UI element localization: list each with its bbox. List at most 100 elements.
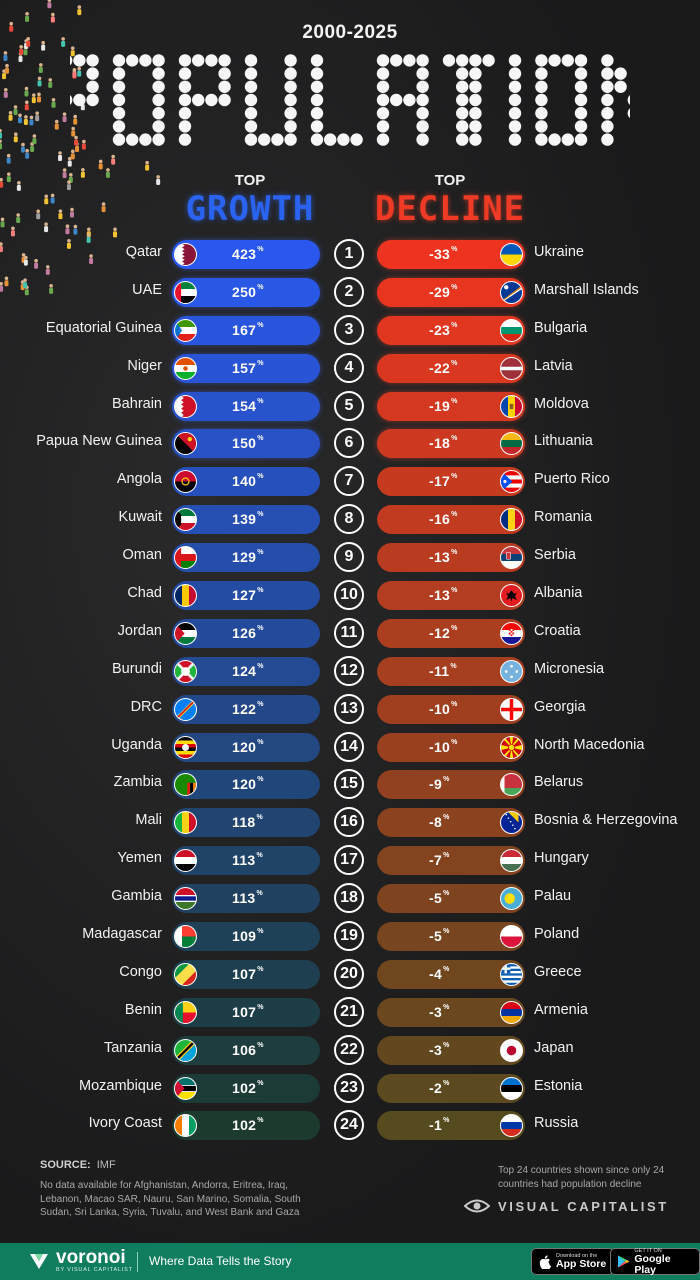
growth-value-label: 129% (232, 549, 264, 566)
crowd-person (25, 12, 30, 22)
decline-value-label: -23% (429, 321, 458, 338)
decline-value-label: -33% (429, 246, 458, 262)
north-macedonia-flag-icon (500, 735, 523, 759)
growth-value-label: 167% (232, 321, 264, 338)
bulgaria-flag-icon (500, 318, 523, 342)
rank-badge: 6 (334, 428, 364, 459)
crowd-person (70, 149, 75, 160)
growth-bar: 139% (172, 505, 320, 535)
growth-country-label: Papua New Guinea (36, 433, 162, 450)
crowd-person (72, 67, 77, 78)
rank-badge: 3 (334, 314, 364, 345)
crowd-person (70, 46, 75, 57)
visual-capitalist-icon (464, 1199, 490, 1213)
crowd-person (145, 160, 150, 171)
decline-country-label: Lithuania (534, 433, 593, 450)
decline-bar: -11% (377, 656, 525, 686)
crowd-person (86, 233, 91, 243)
georgia-flag-icon (500, 697, 523, 721)
title-letter-4 (310, 54, 363, 146)
lithuania-flag-icon (500, 432, 523, 456)
title-letter-0 (70, 54, 99, 107)
crowd-person (35, 111, 40, 122)
table-row: Mozambique 102% 23 -2% Estonia (0, 1070, 700, 1108)
crowd-person (37, 76, 42, 87)
decline-bar: -17% (377, 467, 525, 497)
moldova-flag-icon (500, 394, 523, 418)
decline-value-label: -2% (429, 1079, 450, 1096)
drc-flag-icon (174, 697, 197, 721)
growth-bar: 250% (172, 277, 320, 307)
albania-flag-icon (500, 584, 523, 608)
marshall-islands-flag-icon (500, 280, 523, 304)
decline-bar: -13% (377, 543, 525, 573)
growth-country-label: Burundi (112, 660, 162, 677)
growth-country-label: Angola (116, 471, 162, 488)
growth-country-label: Jordan (117, 622, 162, 639)
crowd-person (6, 153, 11, 164)
crowd-person (38, 63, 43, 73)
decline-country-label: Bulgaria (534, 319, 588, 336)
crowd-person (8, 111, 13, 121)
crowd-person (25, 148, 30, 159)
decline-value-label: -8% (429, 814, 450, 831)
google-play-button[interactable]: GET IT ON Google Play (610, 1248, 700, 1275)
decline-bar: -10% (377, 732, 525, 762)
rank-badge: 16 (334, 807, 364, 838)
growth-bar: 154% (172, 391, 320, 421)
crowd-person (48, 78, 53, 88)
voronoi-logo[interactable]: voronoi BY VISUAL CAPITALIST (28, 1248, 133, 1273)
crowd-person (0, 128, 3, 139)
table-row: Chad 127% 10 -13% Albania (0, 577, 700, 615)
crowd-person (36, 92, 41, 103)
growth-country-label: Mali (135, 812, 162, 829)
growth-bar: 167% (172, 315, 320, 345)
table-row: Congo 107% 20 -4% Greece (0, 956, 700, 994)
decline-bar: -13% (377, 581, 525, 611)
decline-country-label: Moldova (534, 395, 589, 412)
growth-bar: 113% (172, 846, 320, 876)
crowd-person (9, 21, 14, 32)
growth-country-label: DRC (130, 698, 162, 715)
crowd-person (62, 168, 67, 179)
voronoi-icon (30, 1254, 48, 1269)
decline-bar: -4% (377, 959, 525, 989)
crowd-person (23, 255, 28, 266)
decline-top-label: TOP (434, 172, 466, 189)
growth-country-label: Benin (124, 1001, 162, 1018)
growth-value-label: 124% (232, 662, 264, 679)
footer-tagline: Where Data Tells the Story (149, 1254, 292, 1268)
rank-badge: 19 (334, 921, 364, 952)
footer-bar: voronoi BY VISUAL CAPITALIST Where Data … (0, 1243, 700, 1280)
app-store-button[interactable]: Download on the App Store (531, 1248, 615, 1275)
publisher-name: VISUAL CAPITALIST (498, 1198, 669, 1214)
greece-flag-icon (500, 962, 523, 986)
growth-header: TOP GROWTH (160, 172, 340, 227)
madagascar-flag-icon (174, 925, 197, 949)
chad-flag-icon (174, 584, 197, 608)
title-letter-1 (112, 54, 165, 146)
growth-value-label: 113% (232, 852, 264, 869)
rank-badge: 24 (334, 1110, 364, 1141)
kuwait-flag-icon (174, 508, 197, 532)
zambia-flag-icon (174, 773, 197, 797)
google-play-icon (618, 1255, 630, 1268)
growth-bar: 126% (172, 618, 320, 648)
table-row: Papua New Guinea 150% 6 -18% Lithuania (0, 425, 700, 463)
table-row: Uganda 120% 14 -10% North Macedonia (0, 729, 700, 767)
congo-flag-icon (174, 962, 197, 986)
decline-country-label: Serbia (534, 547, 576, 564)
uganda-flag-icon (174, 735, 197, 759)
growth-bar: 120% (172, 732, 320, 762)
growth-title: GROWTH (185, 189, 315, 229)
decline-value-label: -5% (429, 928, 450, 945)
crowd-person (36, 209, 41, 220)
decline-bar: -10% (377, 694, 525, 724)
puerto-rico-flag-icon (500, 470, 523, 494)
growth-bar: 106% (172, 1035, 320, 1065)
decline-country-label: Georgia (534, 698, 586, 715)
crowd-person (89, 254, 94, 265)
ukraine-flag-icon (500, 243, 523, 266)
decline-value-label: -3% (429, 1003, 450, 1020)
crowd-person (73, 224, 78, 235)
